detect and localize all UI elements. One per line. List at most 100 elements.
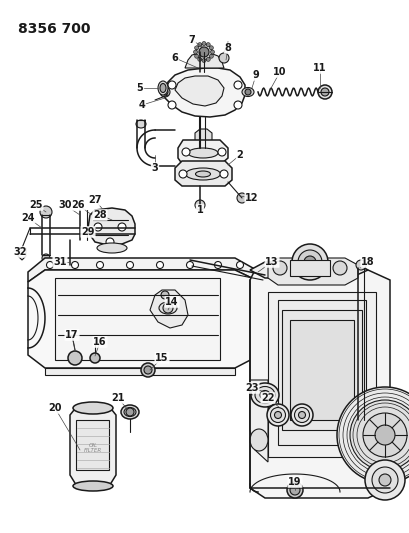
Polygon shape xyxy=(150,290,188,328)
Circle shape xyxy=(332,261,346,275)
Text: 21: 21 xyxy=(111,393,124,403)
Circle shape xyxy=(202,59,205,62)
Ellipse shape xyxy=(270,408,285,423)
Circle shape xyxy=(40,206,52,218)
Circle shape xyxy=(206,58,210,61)
Circle shape xyxy=(195,200,204,210)
Circle shape xyxy=(297,250,321,274)
Text: 30: 30 xyxy=(58,200,72,210)
Polygon shape xyxy=(164,68,245,117)
Ellipse shape xyxy=(259,391,270,400)
Circle shape xyxy=(234,81,241,89)
Polygon shape xyxy=(45,368,234,375)
Polygon shape xyxy=(195,129,211,144)
Circle shape xyxy=(163,303,173,313)
Text: 11: 11 xyxy=(312,63,326,73)
Text: 18: 18 xyxy=(360,257,374,267)
Circle shape xyxy=(218,53,229,63)
Ellipse shape xyxy=(185,168,220,180)
Ellipse shape xyxy=(124,408,136,416)
Text: 6: 6 xyxy=(171,53,178,63)
Circle shape xyxy=(349,400,409,470)
Ellipse shape xyxy=(160,84,166,93)
Bar xyxy=(277,300,365,445)
Polygon shape xyxy=(175,76,223,106)
Text: 20: 20 xyxy=(48,403,62,413)
Ellipse shape xyxy=(290,404,312,426)
Circle shape xyxy=(320,88,328,96)
Circle shape xyxy=(236,262,243,269)
Circle shape xyxy=(378,474,390,486)
Text: 12: 12 xyxy=(245,193,258,203)
Circle shape xyxy=(156,262,163,269)
Polygon shape xyxy=(18,248,26,260)
Ellipse shape xyxy=(136,120,146,128)
Circle shape xyxy=(362,413,406,457)
Circle shape xyxy=(106,238,114,246)
Ellipse shape xyxy=(294,408,309,423)
Circle shape xyxy=(198,47,209,57)
Circle shape xyxy=(65,263,75,273)
Ellipse shape xyxy=(241,87,254,96)
Text: 28: 28 xyxy=(93,210,107,220)
Text: 1: 1 xyxy=(196,205,203,215)
Ellipse shape xyxy=(266,404,288,426)
Circle shape xyxy=(46,262,53,269)
Circle shape xyxy=(374,425,394,445)
Ellipse shape xyxy=(73,402,113,414)
Circle shape xyxy=(303,256,315,268)
Circle shape xyxy=(196,44,211,60)
Ellipse shape xyxy=(249,429,267,451)
Polygon shape xyxy=(249,262,389,498)
Text: 19: 19 xyxy=(288,477,301,487)
Text: 27: 27 xyxy=(88,195,101,205)
Text: 4: 4 xyxy=(138,100,145,110)
Polygon shape xyxy=(249,380,267,462)
Circle shape xyxy=(272,261,286,275)
Text: 15: 15 xyxy=(155,353,169,363)
Text: 14: 14 xyxy=(165,297,178,307)
Ellipse shape xyxy=(250,383,278,407)
Circle shape xyxy=(234,101,241,109)
Text: OIL
FILTER: OIL FILTER xyxy=(84,442,102,454)
Circle shape xyxy=(160,87,170,97)
Circle shape xyxy=(209,54,213,58)
Circle shape xyxy=(193,50,197,54)
Circle shape xyxy=(209,46,213,50)
Circle shape xyxy=(220,170,227,178)
Circle shape xyxy=(168,101,175,109)
Circle shape xyxy=(206,43,210,47)
Bar xyxy=(281,310,361,430)
Circle shape xyxy=(355,260,365,270)
Circle shape xyxy=(126,262,133,269)
Ellipse shape xyxy=(121,405,139,419)
Circle shape xyxy=(214,262,221,269)
Text: 23: 23 xyxy=(245,383,258,393)
Polygon shape xyxy=(28,270,259,368)
Circle shape xyxy=(90,353,100,363)
Circle shape xyxy=(197,58,201,61)
Text: 16: 16 xyxy=(93,337,106,347)
Circle shape xyxy=(236,193,246,203)
Polygon shape xyxy=(70,405,116,488)
Circle shape xyxy=(371,467,397,493)
Polygon shape xyxy=(178,140,227,165)
Circle shape xyxy=(42,254,50,262)
Circle shape xyxy=(161,291,169,299)
Text: 10: 10 xyxy=(272,67,286,77)
Text: 9: 9 xyxy=(252,70,259,80)
Polygon shape xyxy=(175,161,231,186)
Text: 32: 32 xyxy=(13,247,27,257)
Text: 22: 22 xyxy=(261,393,274,403)
Circle shape xyxy=(126,408,134,416)
Polygon shape xyxy=(184,53,223,68)
Circle shape xyxy=(336,387,409,483)
Circle shape xyxy=(291,244,327,280)
Circle shape xyxy=(289,485,299,495)
Bar xyxy=(76,420,109,470)
Ellipse shape xyxy=(97,243,127,253)
Circle shape xyxy=(168,81,175,89)
Bar xyxy=(267,292,375,457)
Bar xyxy=(289,320,353,420)
Circle shape xyxy=(94,223,102,231)
